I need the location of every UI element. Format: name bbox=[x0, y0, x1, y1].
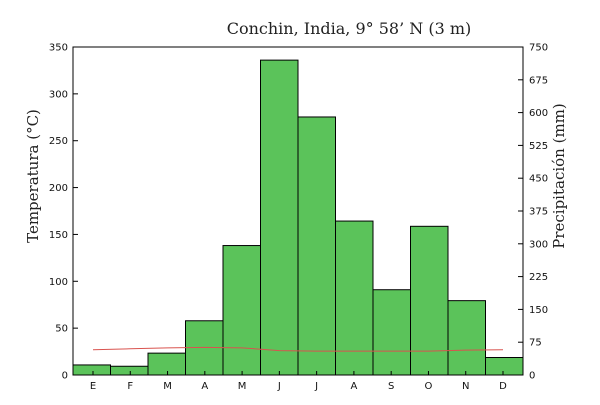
precip-bar-4 bbox=[222, 245, 261, 376]
x-tick-label-8: S bbox=[388, 381, 394, 392]
plot-frame bbox=[72, 46, 524, 376]
left-tick-label-5: 250 bbox=[49, 136, 68, 147]
left-axis-label: Temperatura (°C) bbox=[24, 109, 42, 243]
left-tick-label-1: 50 bbox=[55, 324, 68, 335]
right-tick-label-10: 750 bbox=[529, 43, 548, 54]
x-tick-label-2: M bbox=[163, 381, 172, 392]
left-tick-label-0: 0 bbox=[62, 371, 68, 382]
x-tick-label-6: J bbox=[314, 381, 318, 392]
x-tick-label-0: E bbox=[90, 381, 96, 392]
precip-bar-1 bbox=[110, 365, 149, 376]
right-axis-label: Precipitación (mm) bbox=[550, 103, 568, 249]
x-tick-label-4: M bbox=[238, 381, 247, 392]
right-tick-label-1: 75 bbox=[529, 338, 542, 349]
precip-bar-9 bbox=[410, 225, 449, 376]
left-tick-label-7: 350 bbox=[49, 43, 68, 54]
left-tick-label-6: 300 bbox=[49, 89, 68, 100]
right-tick-label-8: 600 bbox=[529, 108, 548, 119]
precip-bar-8 bbox=[372, 289, 411, 376]
x-tick-label-5: J bbox=[277, 381, 281, 392]
precip-bar-7 bbox=[335, 220, 374, 376]
left-tick-label-4: 200 bbox=[49, 183, 68, 194]
precip-bar-0 bbox=[72, 364, 111, 376]
precip-bar-6 bbox=[297, 116, 336, 376]
x-tick-label-11: D bbox=[499, 381, 507, 392]
x-tick-label-9: O bbox=[425, 381, 433, 392]
right-tick-label-7: 525 bbox=[529, 141, 548, 152]
right-tick-label-4: 300 bbox=[529, 239, 548, 250]
x-tick-label-3: A bbox=[201, 381, 208, 392]
right-tick-label-2: 150 bbox=[529, 305, 548, 316]
left-tick-label-3: 150 bbox=[49, 230, 68, 241]
chart-title: Conchin, India, 9° 58’ N (3 m) bbox=[227, 19, 472, 38]
x-tick-label-7: A bbox=[350, 381, 357, 392]
precip-bar-11 bbox=[485, 357, 524, 376]
x-tick-label-10: N bbox=[462, 381, 469, 392]
right-tick-label-9: 675 bbox=[529, 75, 548, 86]
plot-area: 0 50 100 150 200 250 300 350 0 75 150 225 300 375 450 5… bbox=[49, 43, 548, 393]
precip-bar-5 bbox=[260, 59, 299, 376]
right-tick-label-0: 0 bbox=[529, 371, 535, 382]
x-tick-label-1: F bbox=[127, 381, 133, 392]
precip-bar-2 bbox=[147, 352, 186, 376]
right-tick-label-3: 225 bbox=[529, 272, 548, 283]
left-tick-label-2: 100 bbox=[49, 277, 68, 288]
right-tick-label-5: 375 bbox=[529, 207, 548, 218]
precip-bar-10 bbox=[447, 300, 486, 376]
temperature-line bbox=[92, 346, 504, 352]
right-tick-label-6: 450 bbox=[529, 174, 548, 185]
